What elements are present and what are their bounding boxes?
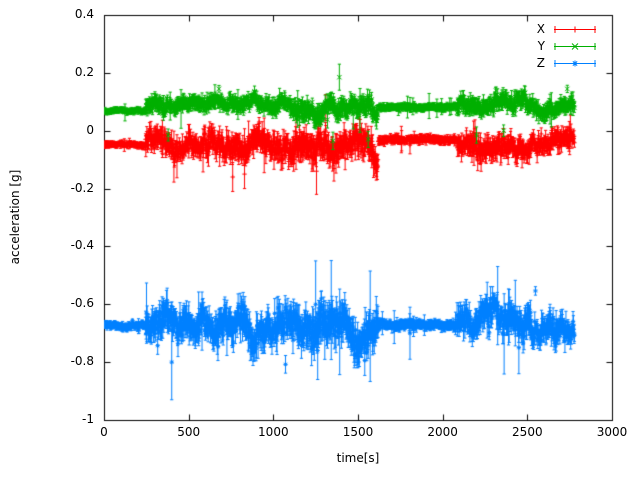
- legend-label: X: [536, 22, 545, 36]
- y-tick-label: -0.6: [70, 296, 94, 311]
- x-tick-label: 500: [177, 425, 201, 439]
- legend-label: Z: [536, 56, 545, 70]
- y-tick-label: 0.4: [74, 7, 94, 21]
- x-tick-label: 0: [100, 425, 108, 439]
- x-tick-label: 2000: [427, 425, 458, 439]
- legend-entry-y: Y: [538, 40, 598, 53]
- x-tick-label: 2500: [512, 425, 543, 439]
- y-tick-label: 0: [86, 122, 94, 137]
- legend-sample-y: [554, 43, 596, 50]
- y-tick-label: -0.8: [70, 354, 94, 369]
- legend-sample-x: [554, 26, 596, 33]
- legend-label: Y: [537, 39, 545, 53]
- x-axis-title: time[s]: [336, 451, 380, 465]
- legend-entry-x: X: [537, 23, 598, 36]
- legend-entry-z: Z: [537, 57, 598, 70]
- y-tick-label: -1: [82, 412, 94, 426]
- y-tick-label: -0.4: [70, 238, 94, 253]
- x-tick-label: 3000: [596, 425, 628, 439]
- y-tick-label: 0.2: [74, 64, 94, 79]
- x-tick-label: 1500: [342, 425, 374, 439]
- legend-sample-z: [554, 60, 596, 67]
- y-tick-label: -0.2: [70, 180, 94, 195]
- x-tick-label: 1000: [258, 425, 289, 439]
